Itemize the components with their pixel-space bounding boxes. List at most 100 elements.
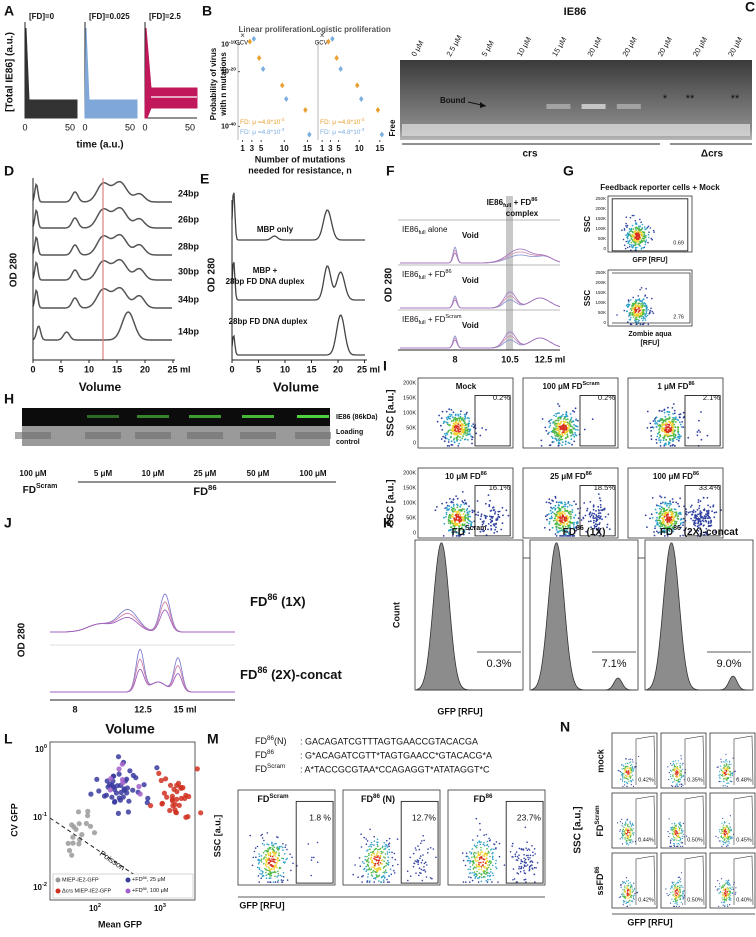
flow-event <box>593 527 596 530</box>
flow-event <box>674 426 677 428</box>
label: 2.1% <box>703 393 720 402</box>
flow-event <box>262 851 265 854</box>
flow-event <box>689 506 692 508</box>
flow-event <box>535 867 537 869</box>
flow-event <box>634 319 636 322</box>
flow-event <box>668 411 671 414</box>
flow-event <box>496 530 498 533</box>
flow-event <box>651 517 654 519</box>
label: 150K <box>403 395 416 401</box>
gate <box>635 795 656 846</box>
flow-event <box>487 850 490 853</box>
flow-event <box>624 247 627 250</box>
flow-event <box>724 765 726 768</box>
label: FDScram <box>23 483 58 495</box>
flow-event <box>276 847 278 849</box>
flow-event <box>642 239 645 241</box>
flow-event <box>409 856 412 859</box>
flow-event <box>592 515 595 517</box>
flow-event <box>630 769 633 772</box>
flow-event <box>675 779 678 782</box>
flow-event <box>564 510 566 512</box>
flow-event <box>575 521 578 524</box>
flow-event <box>482 858 485 861</box>
panel-letter: E <box>200 171 209 187</box>
flow-event <box>382 871 385 874</box>
label: : A*TACCGCGTAA*CCAGAGGT*ATATAGGT*C <box>300 764 490 774</box>
flow-event <box>376 867 379 870</box>
flow-event <box>632 841 634 843</box>
flow-event <box>727 905 729 908</box>
flow-event <box>476 844 478 847</box>
flow-event <box>658 427 661 430</box>
flow-event <box>552 427 555 429</box>
flow-event <box>730 828 732 830</box>
flow-event <box>549 502 552 505</box>
flow-event <box>375 856 378 858</box>
flow-event <box>702 496 705 499</box>
label: Probability of virus <box>209 47 218 120</box>
flow-event <box>670 424 673 426</box>
band <box>137 415 169 418</box>
flow-event <box>678 876 681 878</box>
flow-event <box>491 852 494 855</box>
flow-event <box>635 233 637 236</box>
flow-event <box>459 436 461 438</box>
flow-event <box>552 500 554 502</box>
flow-event <box>469 515 472 518</box>
flow-event <box>672 776 674 778</box>
flow-event <box>729 780 732 782</box>
panel-letter: I <box>383 358 387 374</box>
flow-event <box>629 311 631 314</box>
flow-event <box>463 529 466 532</box>
flow-event <box>696 431 699 433</box>
flow-event <box>478 868 480 871</box>
flow-event <box>555 535 558 537</box>
flow-event <box>516 872 518 874</box>
flow-event <box>672 833 674 836</box>
text-part: FD <box>563 527 576 538</box>
flow-event <box>638 837 640 839</box>
label: FD: μ =4.8*10-3 <box>240 127 285 136</box>
flow-event <box>559 514 562 517</box>
flow-event <box>488 852 490 854</box>
flow-event <box>483 529 485 532</box>
flow-event <box>417 863 419 865</box>
flow-event <box>482 854 484 857</box>
flow-event <box>646 526 648 528</box>
flow-event <box>461 526 463 529</box>
flow-event <box>633 214 635 217</box>
flow-event <box>491 848 493 850</box>
flow-event <box>528 849 531 851</box>
flow-event <box>676 763 678 765</box>
flow-event <box>619 896 622 898</box>
flow-event <box>459 439 462 442</box>
flow-event <box>468 851 471 853</box>
flow-event <box>661 514 664 516</box>
flow-event <box>463 499 466 502</box>
flow-event <box>307 843 310 845</box>
label: 0 <box>30 364 35 374</box>
flow-event <box>663 445 666 447</box>
flow-event <box>572 410 574 412</box>
flow-event <box>548 501 550 504</box>
scatter-point <box>76 821 82 827</box>
flow-event <box>278 845 281 848</box>
flow-event <box>472 526 475 528</box>
text-part: -10 <box>229 39 236 45</box>
flow-event <box>375 868 378 870</box>
flow-event <box>566 505 569 508</box>
flow-event <box>373 852 376 855</box>
flow-event <box>277 874 279 877</box>
flow-event <box>446 433 449 436</box>
flow-event <box>677 785 679 787</box>
flow-event <box>460 417 463 420</box>
flow-event <box>627 770 629 772</box>
flow-event <box>566 433 569 436</box>
flow-event <box>567 524 569 527</box>
flow-event <box>280 845 282 848</box>
flow-event <box>522 849 525 851</box>
flow-event <box>668 521 671 523</box>
flow-event <box>468 872 471 875</box>
flow-event <box>671 884 673 887</box>
